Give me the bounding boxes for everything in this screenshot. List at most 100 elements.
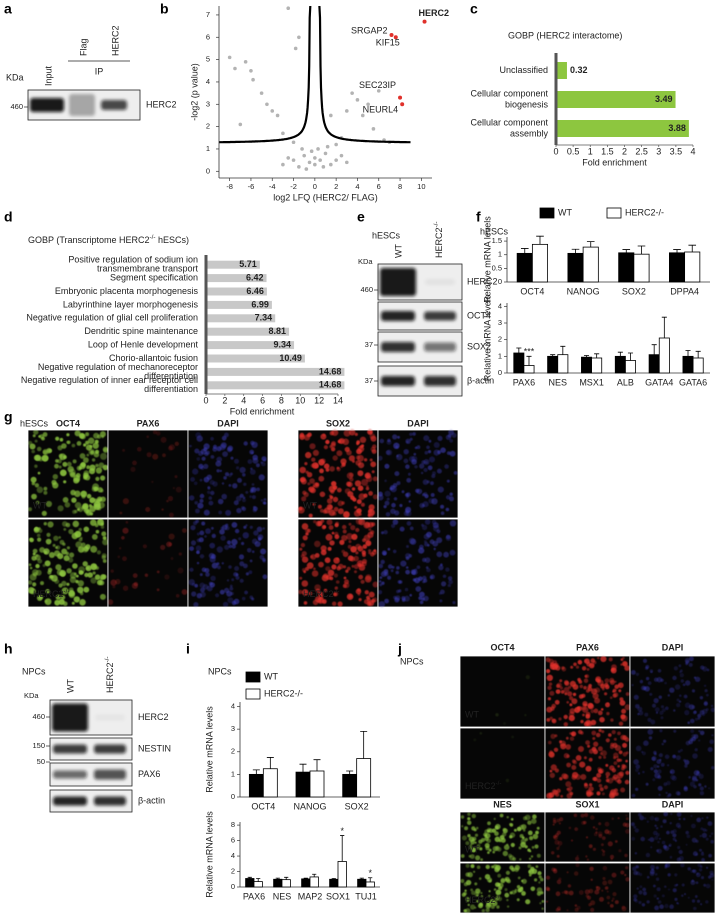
cell (57, 445, 63, 451)
cell (250, 487, 257, 494)
bar (206, 287, 267, 296)
cell (689, 656, 694, 662)
cell (514, 888, 518, 892)
cell (328, 504, 333, 510)
cell (699, 786, 704, 791)
cell (231, 538, 238, 546)
cell (576, 854, 579, 858)
y-axis-label: -log2 (p value) (189, 63, 199, 121)
cell (511, 890, 516, 895)
cell (383, 569, 389, 574)
cell (602, 876, 606, 881)
point (291, 158, 296, 162)
cell (535, 831, 539, 835)
cell (403, 510, 409, 516)
cell (86, 493, 92, 499)
cell (701, 851, 704, 854)
cell (561, 891, 564, 894)
blot-band (381, 342, 415, 352)
cell (353, 555, 360, 562)
cell (34, 439, 38, 443)
cell (560, 743, 567, 750)
cell (418, 547, 425, 554)
cell (497, 873, 502, 878)
point (302, 153, 307, 158)
cell (239, 466, 246, 474)
cell (383, 530, 388, 535)
cell (347, 555, 354, 561)
cell (559, 679, 563, 683)
cell (541, 900, 545, 903)
cell (378, 580, 382, 583)
cell (607, 879, 613, 885)
cell (332, 496, 339, 503)
cell (215, 460, 222, 467)
cell (194, 583, 198, 588)
cell (662, 819, 667, 824)
cell (337, 601, 343, 607)
cell (527, 864, 532, 869)
cell (189, 546, 195, 551)
cell (461, 825, 464, 828)
cell (78, 570, 83, 575)
cell (596, 792, 600, 796)
value-label: 6.42 (246, 272, 264, 282)
point (360, 113, 365, 118)
chart-title: GOBP (Transcriptome HERC2-/- hESCs) (28, 234, 189, 245)
cell (305, 566, 309, 571)
point (286, 6, 291, 11)
cell (404, 587, 409, 592)
cell (320, 519, 325, 523)
cell (422, 479, 429, 485)
error-bar (685, 350, 691, 357)
cell (603, 755, 607, 759)
cell (421, 460, 426, 465)
cell (441, 581, 447, 587)
cell (665, 862, 671, 868)
cell (588, 888, 594, 894)
cell (605, 771, 611, 777)
cell (258, 536, 262, 541)
cell (82, 561, 88, 567)
cell (698, 730, 701, 733)
cell (549, 750, 553, 754)
bar (625, 360, 636, 374)
cell (700, 876, 705, 880)
cell (437, 435, 443, 441)
band-label: OCT4 (467, 310, 491, 320)
cell (669, 855, 673, 859)
cell (168, 533, 175, 540)
cell (132, 573, 138, 578)
cell (245, 524, 248, 527)
micrograph (108, 430, 188, 518)
panel-letter: f (476, 209, 481, 225)
cell (396, 566, 400, 570)
cell (653, 884, 656, 888)
cell (84, 508, 90, 514)
blot-frame (49, 789, 133, 813)
cell (320, 433, 327, 440)
cell (670, 774, 676, 780)
cell (691, 879, 695, 883)
cell (189, 495, 195, 501)
cell (362, 558, 367, 564)
cell (580, 813, 585, 818)
cell (583, 678, 589, 683)
cell (560, 794, 564, 798)
cell (697, 717, 701, 720)
cell (320, 458, 326, 464)
cell (566, 762, 571, 768)
cell (510, 842, 515, 848)
cell (607, 901, 610, 905)
cell (685, 843, 688, 846)
cell (657, 669, 662, 673)
cell (65, 522, 71, 528)
cell (348, 455, 355, 462)
cell (305, 470, 309, 474)
cell (654, 824, 657, 827)
cell (122, 498, 129, 505)
panel-letter: e (357, 209, 365, 225)
cell (55, 436, 60, 441)
cell (409, 437, 413, 441)
cell (488, 828, 494, 833)
